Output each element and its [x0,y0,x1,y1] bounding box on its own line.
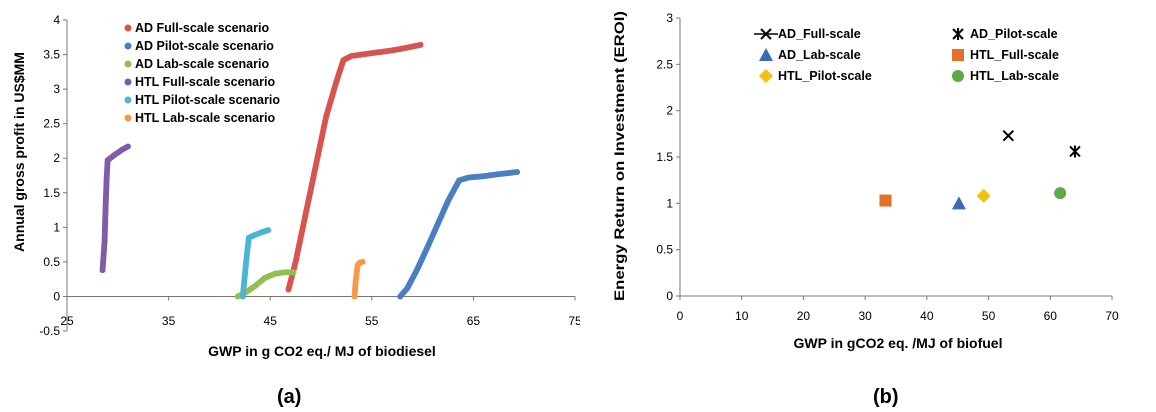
legend-label: AD Pilot-scale scenario [135,39,274,53]
y-tick-label: 1 [666,196,673,210]
series-5 [351,258,366,300]
series-1 [1069,145,1081,158]
data-point [514,169,521,176]
y-tick-label: 0 [53,289,60,303]
series-0 [285,41,424,293]
x-tick-label: 65 [467,314,481,328]
series-4 [976,188,991,203]
x-tick-label: 30 [858,309,872,323]
data-point [1002,129,1015,142]
legend-label: AD_Lab-scale [778,48,861,62]
y-tick-label: 0.5 [656,243,673,257]
data-point [417,41,424,48]
x-axis-label: GWP in gCO2 eq. /MJ of biofuel [794,335,1003,351]
y-tick-label: 2 [53,151,60,165]
series-5 [1054,187,1067,200]
legend-marker [124,60,132,68]
series-1 [397,169,521,300]
x-tick-label: 75 [568,314,580,328]
x-tick-label: 0 [677,309,684,323]
y-tick-label: 3.5 [43,48,60,62]
caption-b: (b) [873,386,899,408]
y-axis-label: Annual gross profit in US$MM [11,52,27,252]
legend-marker [124,42,132,50]
data-point [359,258,366,265]
legend-label: AD Lab-scale scenario [135,57,269,71]
y-tick-label: 2.5 [43,117,60,131]
x-tick-label: 25 [60,314,74,328]
series-3 [879,194,892,207]
legend: AD_Full-scale AD_Pilot-scale AD_Lab-scale H… [754,27,1059,83]
caption-a: (a) [277,386,302,408]
data-point [879,194,892,207]
y-axis-label: Energy Return on Investment (EROI) [611,11,627,301]
legend-marker [759,69,773,83]
legend-marker [759,48,773,61]
data-point [1054,187,1067,200]
x-tick-label: 20 [797,309,811,323]
data-point [124,143,131,150]
y-tick-label: 1 [53,220,60,234]
legend-marker [952,70,964,82]
x-tick-label: 35 [162,314,176,328]
y-tick-label: -0.5 [39,324,60,338]
y-tick-label: 1.5 [43,186,60,200]
y-tick-label: 2 [666,104,673,118]
series-2 [951,196,966,210]
series-4 [239,227,272,300]
legend-label: HTL Pilot-scale scenario [135,93,280,107]
data-point [951,196,966,210]
legend-marker [124,114,132,122]
data-point [1069,145,1081,158]
legend-marker [124,24,132,32]
data-point [976,188,991,203]
legend-label: HTL Lab-scale scenario [135,111,275,125]
legend: AD Full-scale scenario AD Pilot-scale sce… [124,21,280,125]
legend-marker [760,28,772,40]
data-point [290,269,297,276]
legend-marker [952,28,964,40]
legend-label: HTL_Pilot-scale [778,69,872,83]
y-tick-label: 4 [53,13,60,27]
legend-label: AD_Full-scale [778,27,861,41]
y-tick-label: 0.5 [43,255,60,269]
legend-label: HTL_Lab-scale [970,69,1059,83]
legend-marker [952,49,964,61]
legend-label: AD_Pilot-scale [970,27,1058,41]
y-tick-label: 3 [666,11,673,25]
x-tick-label: 55 [365,314,379,328]
y-tick-label: 2.5 [656,57,673,71]
legend-label: HTL Full-scale scenario [135,75,275,89]
series-3 [99,143,131,274]
x-tick-label: 40 [920,309,934,323]
x-axis-label: GWP in g CO2 eq./ MJ of biodiesel [208,343,436,359]
y-tick-label: 0 [666,289,673,303]
legend-marker [124,78,132,86]
x-tick-label: 10 [735,309,749,323]
legend-marker [124,96,132,104]
series-0 [1002,129,1015,142]
x-tick-label: 60 [1044,309,1058,323]
legend-label: HTL_Full-scale [970,48,1059,62]
data-point [265,227,272,234]
legend-label: AD Full-scale scenario [135,21,269,35]
y-tick-label: 3 [53,82,60,96]
chart-a: -0.5 0 0.5 1 1.5 2 2.5 3 3.5 4 25 35 45 55 65 75 GWP in … [11,13,580,359]
x-tick-label: 50 [982,309,996,323]
y-tick-label: 1.5 [656,150,673,164]
x-tick-label: 45 [264,314,278,328]
x-tick-label: 70 [1105,309,1119,323]
